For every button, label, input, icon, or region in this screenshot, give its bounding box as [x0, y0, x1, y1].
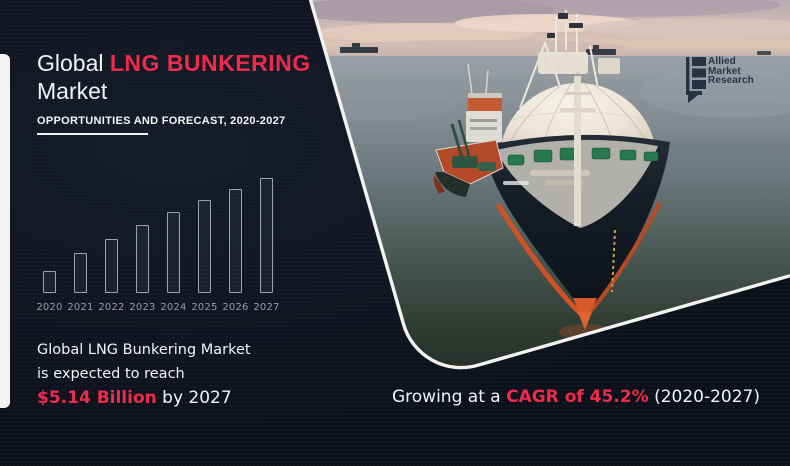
- bar-label-2025: 2025: [191, 302, 218, 313]
- bar-col-2027: 2027: [253, 178, 279, 315]
- forecast-bar-2021: [74, 253, 87, 293]
- cagr-suffix: (2020-2027): [648, 387, 761, 407]
- lng-carrier-ship: [484, 10, 670, 349]
- bar-chart-bars: 2020 2021 2022 2023 2024 2025 2026 2027: [36, 178, 279, 315]
- bar-col-2022: 2022: [98, 178, 124, 315]
- amr-logo-line1: Allied: [708, 56, 736, 67]
- bar-col-2020: 2020: [36, 178, 62, 315]
- page-title-line1: Global LNG BUNKERING: [37, 49, 311, 77]
- bar-col-2025: 2025: [191, 178, 217, 315]
- title-prefix: Global: [37, 50, 104, 76]
- forecast-bar-2025: [198, 200, 211, 293]
- bunkering-vessel: [433, 63, 504, 197]
- summary-line3: $5.14 Billion by 2027: [37, 386, 251, 410]
- amr-logo-text: Allied Market Research: [708, 57, 754, 86]
- bar-col-2021: 2021: [67, 178, 93, 315]
- bar-label-2022: 2022: [98, 302, 125, 313]
- bar-label-2026: 2026: [222, 302, 249, 313]
- forecast-bar-2027: [260, 178, 273, 293]
- bar-label-2020: 2020: [36, 302, 63, 313]
- page-title-line2: Market: [37, 78, 108, 104]
- amr-logo-line3: Research: [708, 75, 754, 87]
- distant-ship-silhouettes: [340, 43, 771, 55]
- subtitle: OPPORTUNITIES AND FORECAST, 2020-2027: [37, 115, 286, 127]
- cagr-highlight: CAGR of 45.2%: [506, 387, 649, 407]
- cagr-statement: Growing at a CAGR of 45.2% (2020-2027): [350, 385, 790, 409]
- market-value-suffix: by 2027: [156, 388, 232, 408]
- subtitle-underline: [37, 133, 148, 135]
- forecast-bar-chart: 2020 2021 2022 2023 2024 2025 2026 2027: [36, 178, 279, 315]
- cagr-prefix: Growing at a: [391, 387, 507, 407]
- forecast-bar-2022: [105, 239, 118, 293]
- market-value: $5.14 Billion: [37, 388, 157, 408]
- summary-line1: Global LNG Bunkering Market: [37, 342, 251, 358]
- forecast-bar-2023: [136, 225, 149, 293]
- bar-col-2023: 2023: [129, 178, 155, 315]
- allied-market-research-logo: Allied Market Research: [686, 57, 754, 103]
- title-highlight: LNG BUNKERING: [109, 50, 311, 76]
- forecast-bar-2020: [43, 271, 56, 293]
- bar-label-2023: 2023: [129, 302, 156, 313]
- bar-label-2024: 2024: [160, 302, 187, 313]
- photo-border: [281, 0, 790, 370]
- bar-label-2027: 2027: [253, 302, 280, 313]
- bar-col-2024: 2024: [160, 178, 186, 315]
- bar-label-2021: 2021: [67, 302, 94, 313]
- forecast-bar-2026: [229, 189, 242, 293]
- market-summary: Global LNG Bunkering Market is expected …: [37, 338, 251, 410]
- title-block: Global LNG BUNKERING Market OPPORTUNITIE…: [37, 49, 311, 135]
- left-accent-line: [0, 54, 10, 408]
- summary-line2: is expected to reach: [37, 366, 185, 382]
- forecast-bar-2024: [167, 212, 180, 293]
- amr-logo-icon: [686, 57, 706, 103]
- amr-logo-line2: Market: [708, 65, 741, 77]
- bar-col-2026: 2026: [222, 178, 248, 315]
